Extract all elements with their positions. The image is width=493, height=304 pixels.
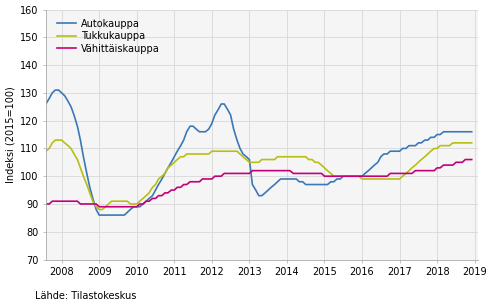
- Vähittäiskauppa: [96, 205, 102, 209]
- Autokauppa: [469, 130, 475, 133]
- Tukkukauppa: [237, 152, 243, 156]
- Vähittäiskauppa: [375, 174, 381, 178]
- Tukkukauppa: [206, 152, 212, 156]
- Vähittäiskauppa: [462, 158, 468, 161]
- Autokauppa: [206, 127, 212, 131]
- Tukkukauppa: [96, 208, 102, 211]
- Tukkukauppa: [43, 149, 49, 153]
- Line: Tukkukauppa: Tukkukauppa: [46, 140, 472, 209]
- Y-axis label: Indeksi (2015=100): Indeksi (2015=100): [5, 86, 16, 183]
- Line: Vähittäiskauppa: Vähittäiskauppa: [46, 160, 472, 207]
- Tukkukauppa: [469, 141, 475, 145]
- Legend: Autokauppa, Tukkukauppa, Vähittäiskauppa: Autokauppa, Tukkukauppa, Vähittäiskauppa: [55, 17, 162, 56]
- Tukkukauppa: [108, 199, 114, 203]
- Tukkukauppa: [52, 138, 58, 142]
- Tukkukauppa: [378, 177, 384, 181]
- Vähittäiskauppa: [106, 205, 111, 209]
- Autokauppa: [43, 102, 49, 106]
- Vähittäiskauppa: [203, 177, 209, 181]
- Autokauppa: [378, 155, 384, 159]
- Autokauppa: [312, 183, 318, 186]
- Text: Lähde: Tilastokeskus: Lähde: Tilastokeskus: [35, 291, 136, 301]
- Autokauppa: [52, 88, 58, 92]
- Vähittäiskauppa: [234, 171, 240, 175]
- Autokauppa: [96, 213, 102, 217]
- Autokauppa: [237, 147, 243, 150]
- Tukkukauppa: [197, 152, 203, 156]
- Vähittäiskauppa: [193, 180, 199, 184]
- Autokauppa: [197, 130, 203, 133]
- Vähittäiskauppa: [469, 158, 475, 161]
- Tukkukauppa: [312, 161, 318, 164]
- Vähittäiskauppa: [309, 171, 315, 175]
- Vähittäiskauppa: [43, 202, 49, 206]
- Autokauppa: [108, 213, 114, 217]
- Line: Autokauppa: Autokauppa: [46, 90, 472, 215]
